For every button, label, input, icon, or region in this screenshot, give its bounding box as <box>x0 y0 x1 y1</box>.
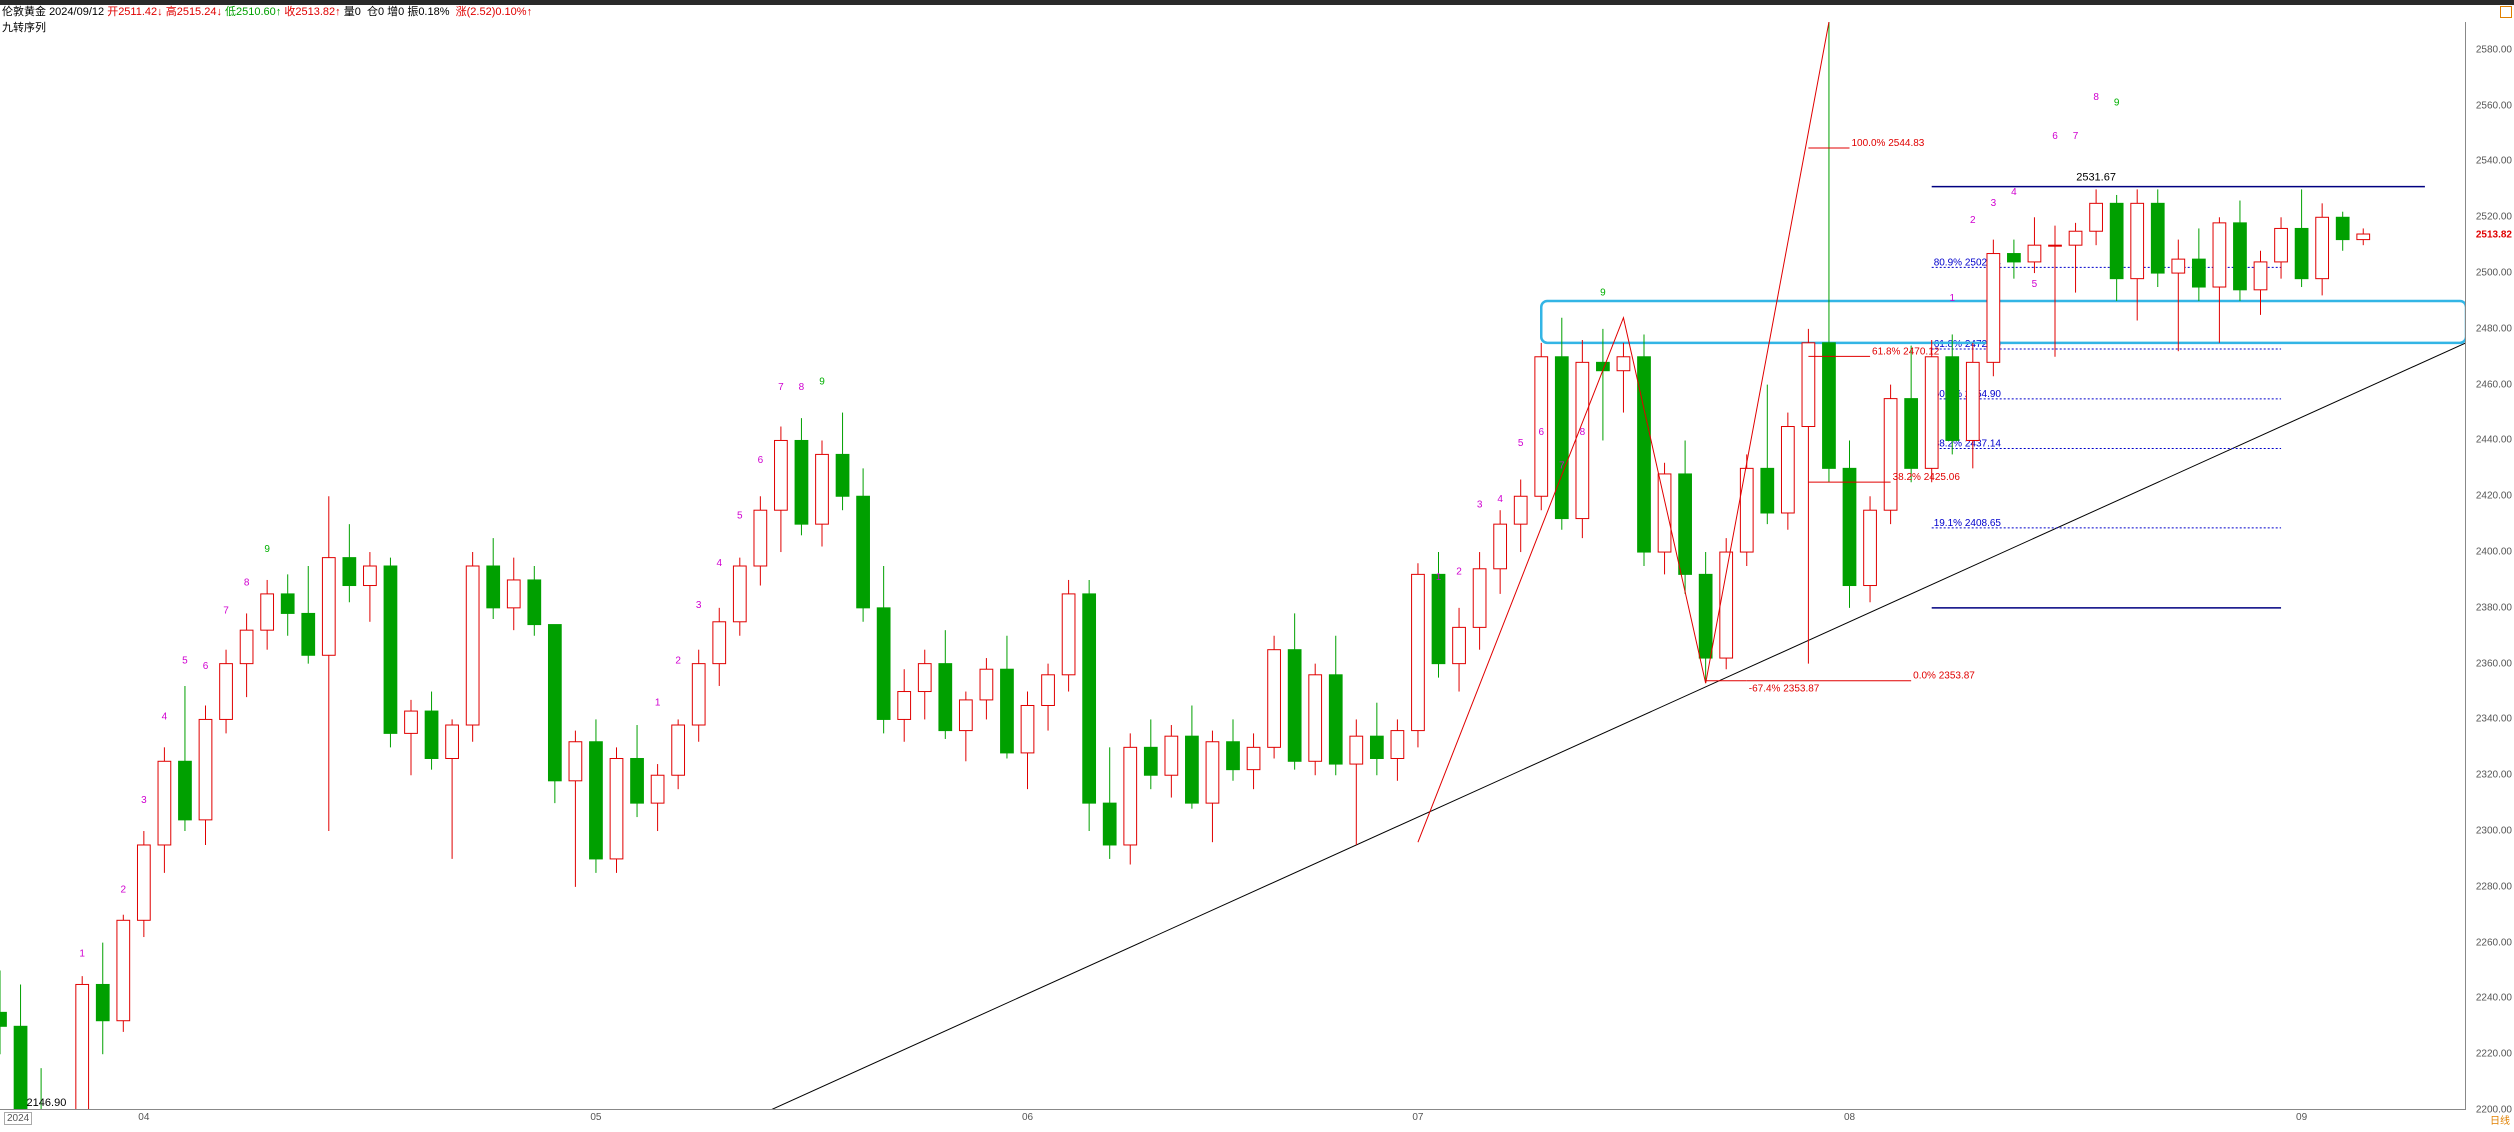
timeframe-label: 日线 <box>2490 1112 2510 1127</box>
x-tick: 05 <box>590 1112 601 1123</box>
svg-text:1: 1 <box>1949 293 1955 304</box>
high-label: 高 <box>166 6 177 18</box>
x-tick: 04 <box>138 1112 149 1123</box>
y-tick: 2400.00 <box>2476 547 2512 558</box>
svg-text:7: 7 <box>778 382 784 393</box>
x-tick: 09 <box>2296 1112 2307 1123</box>
svg-text:1: 1 <box>79 949 85 960</box>
y-tick: 2440.00 <box>2476 435 2512 446</box>
svg-text:8: 8 <box>799 382 805 393</box>
vol-label: 量 <box>344 6 355 18</box>
y-tick: 2420.00 <box>2476 491 2512 502</box>
svg-text:38.2% 2425.06: 38.2% 2425.06 <box>1893 472 1961 483</box>
symbol: 伦敦黄金 <box>2 6 46 18</box>
svg-text:3: 3 <box>1477 499 1483 510</box>
y-tick: 2520.00 <box>2476 212 2512 223</box>
svg-text:5: 5 <box>1518 438 1524 449</box>
svg-text:3: 3 <box>1991 198 1997 209</box>
svg-text:8: 8 <box>244 578 250 589</box>
low-val: 2510.60 <box>236 6 276 18</box>
svg-text:9: 9 <box>1600 287 1606 298</box>
svg-text:7: 7 <box>1559 460 1565 471</box>
svg-text:5: 5 <box>2032 279 2038 290</box>
y-tick: 2380.00 <box>2476 602 2512 613</box>
svg-text:6: 6 <box>2052 131 2058 142</box>
svg-text:6: 6 <box>1538 427 1544 438</box>
high-val: 2515.24 <box>177 6 217 18</box>
svg-text:4: 4 <box>2011 187 2017 198</box>
x-tick: 06 <box>1022 1112 1033 1123</box>
y-tick: 2460.00 <box>2476 379 2512 390</box>
y-tick: 2560.00 <box>2476 100 2512 111</box>
svg-text:4: 4 <box>1497 494 1503 505</box>
x-axis: 日线2024040506070809 <box>0 1109 2466 1132</box>
chart-header: 伦敦黄金 2024/09/12 开2511.42↓ 高2515.24↓ 低251… <box>2 5 532 19</box>
svg-text:9: 9 <box>819 377 825 388</box>
svg-text:2531.67: 2531.67 <box>2076 172 2116 184</box>
svg-text:7: 7 <box>223 605 229 616</box>
expand-icon[interactable] <box>2500 6 2512 18</box>
svg-text:0.0% 2353.87: 0.0% 2353.87 <box>1913 671 1975 682</box>
svg-text:1: 1 <box>655 697 661 708</box>
svg-text:9: 9 <box>264 544 270 555</box>
svg-text:2146.90: 2146.90 <box>27 1097 67 1109</box>
y-tick: 2340.00 <box>2476 714 2512 725</box>
range-label: 振 <box>407 6 418 18</box>
svg-text:3: 3 <box>141 795 147 806</box>
svg-text:3: 3 <box>696 600 702 611</box>
y-tick: 2260.00 <box>2476 937 2512 948</box>
svg-text:4: 4 <box>716 558 722 569</box>
close-val: 2513.82 <box>295 6 335 18</box>
date: 2024/09/12 <box>49 6 104 18</box>
svg-text:5: 5 <box>182 656 188 667</box>
svg-text:2: 2 <box>1456 566 1462 577</box>
y-tick: 2220.00 <box>2476 1049 2512 1060</box>
close-label: 收 <box>284 6 295 18</box>
y-axis: 2200.002220.002240.002260.002280.002300.… <box>2465 22 2514 1110</box>
y-tick: 2500.00 <box>2476 268 2512 279</box>
y-tick: 2240.00 <box>2476 993 2512 1004</box>
low-label: 低 <box>225 6 236 18</box>
open-val: 2511.42 <box>118 6 157 18</box>
chg-label: 涨 <box>456 6 467 18</box>
pos-label: 仓 <box>367 6 378 18</box>
inc-label: 增 <box>387 6 398 18</box>
svg-text:7: 7 <box>2073 131 2079 142</box>
x-year: 2024 <box>4 1112 32 1125</box>
svg-text:5: 5 <box>737 511 743 522</box>
x-tick: 07 <box>1412 1112 1423 1123</box>
svg-text:6: 6 <box>758 455 764 466</box>
svg-text:19.1% 2408.65: 19.1% 2408.65 <box>1934 518 2002 529</box>
svg-text:4: 4 <box>162 711 168 722</box>
x-tick: 08 <box>1844 1112 1855 1123</box>
svg-text:2: 2 <box>1970 215 1976 226</box>
y-tick: 2360.00 <box>2476 658 2512 669</box>
svg-text:8: 8 <box>1580 427 1586 438</box>
current-price-label: 2513.82 <box>2476 229 2512 240</box>
svg-text:-67.4% 2353.87: -67.4% 2353.87 <box>1749 684 1820 695</box>
svg-text:9: 9 <box>2114 98 2120 109</box>
svg-text:2: 2 <box>121 884 127 895</box>
svg-text:2: 2 <box>675 656 681 667</box>
svg-text:100.0% 2544.83: 100.0% 2544.83 <box>1852 138 1925 149</box>
y-tick: 2540.00 <box>2476 156 2512 167</box>
y-tick: 2300.00 <box>2476 826 2512 837</box>
y-tick: 2480.00 <box>2476 323 2512 334</box>
svg-text:61.8% 2470.12: 61.8% 2470.12 <box>1872 346 1940 357</box>
chart-plot[interactable]: 80.9% 2502.0461.8% 2472.8050.0% 2454.903… <box>0 22 2466 1110</box>
svg-text:8: 8 <box>2093 92 2099 103</box>
y-tick: 2280.00 <box>2476 881 2512 892</box>
svg-text:1: 1 <box>1436 572 1442 583</box>
y-tick: 2580.00 <box>2476 44 2512 55</box>
svg-text:6: 6 <box>203 661 209 672</box>
y-tick: 2320.00 <box>2476 770 2512 781</box>
open-label: 开 <box>107 6 118 18</box>
